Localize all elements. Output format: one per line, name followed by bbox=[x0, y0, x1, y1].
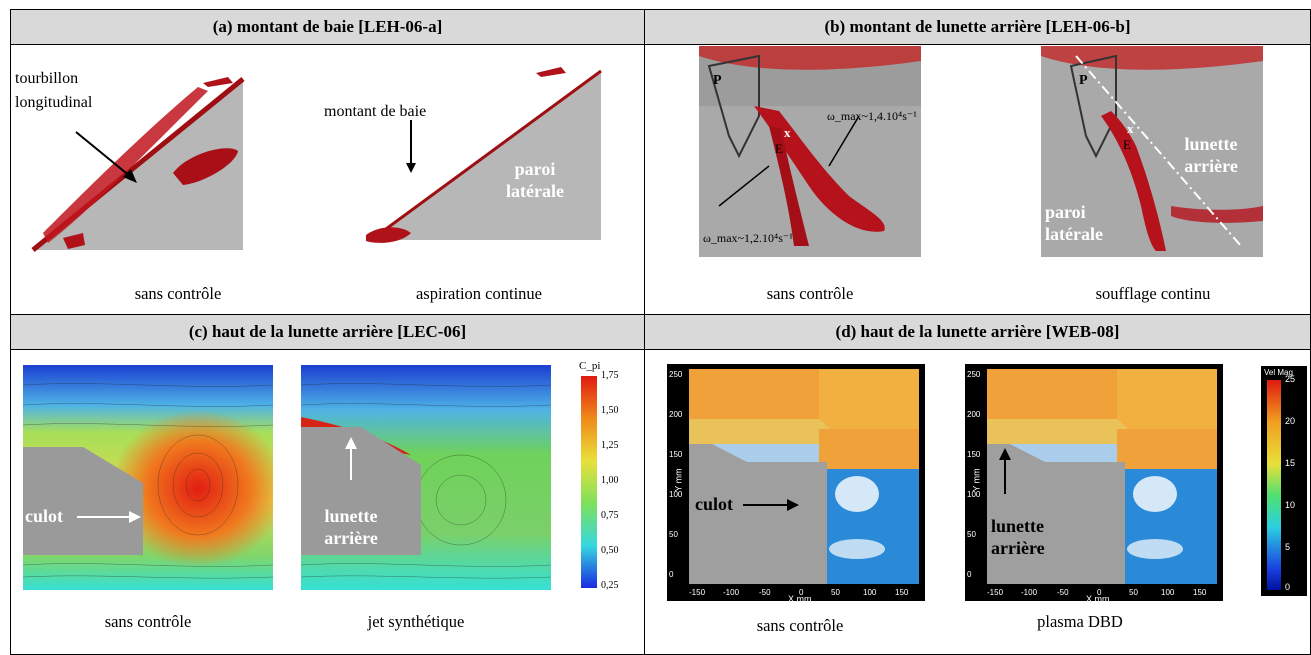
colorbar-title-d: Vel Mag bbox=[1264, 368, 1293, 377]
panel-c-header: (c) haut de la lunette arrière [LEC-06] bbox=[10, 314, 645, 350]
d-right-yaxis-label: Y mm bbox=[971, 468, 982, 492]
label-base-d: culot bbox=[695, 494, 733, 514]
label-P-left: P bbox=[713, 73, 722, 88]
arrow-vortex bbox=[75, 131, 137, 183]
panel-a-header: (a) montant de baie [LEH-06-a] bbox=[10, 9, 645, 45]
label-omega1: ω_max~1,4.10⁴s⁻¹ bbox=[827, 109, 917, 123]
panel-d-body: 250 200 150 100 50 0 Y mm -150 -100 -50 … bbox=[644, 349, 1311, 655]
panel-b-left-image bbox=[699, 46, 921, 257]
panel-b-header: (b) montant de lunette arrière [LEH-06-b… bbox=[644, 9, 1311, 45]
d-left-yticks: 250 200 150 100 50 0 bbox=[669, 370, 683, 579]
label-side-wall-b: paroi latérale bbox=[1045, 202, 1103, 244]
caption-a-right: aspiration continue bbox=[415, 284, 542, 303]
caption-a-left: sans contrôle bbox=[134, 284, 222, 303]
colorbar-c bbox=[581, 376, 597, 588]
d-left-xaxis-label: X mm bbox=[788, 594, 812, 604]
label-E-right: E bbox=[1123, 137, 1131, 152]
panel-c-right-flowfield bbox=[301, 365, 551, 590]
panel-a-body: tourbillon longitudinal montant de baie … bbox=[10, 44, 645, 315]
d-right-yticks: 250 200 150 100 50 0 bbox=[967, 370, 981, 579]
label-wall: paroi latérale bbox=[506, 159, 564, 201]
panel-a-left-image bbox=[31, 77, 245, 252]
arrow-base-d bbox=[743, 499, 799, 511]
panel-a-right-image bbox=[366, 67, 602, 243]
label-vortex: tourbillon longitudinal bbox=[15, 70, 93, 111]
panel-b-body: P E x ω_max~1,4.10⁴s⁻¹ ω_max~1,2.10⁴s⁻¹ … bbox=[644, 44, 1311, 315]
colorbar-d-ticks: 25 20 15 10 5 0 bbox=[1285, 374, 1296, 592]
caption-c-right: jet synthétique bbox=[367, 612, 465, 631]
panel-d-left-piv bbox=[667, 364, 925, 601]
label-pillar: montant de baie bbox=[324, 103, 427, 120]
caption-c-left: sans contrôle bbox=[104, 612, 192, 631]
panel-b-right-image bbox=[1041, 46, 1263, 257]
panel-d-header: (d) haut de la lunette arrière [WEB-08] bbox=[644, 314, 1311, 350]
arrow-base-c bbox=[77, 511, 141, 523]
panel-c-left-flowfield bbox=[23, 365, 273, 590]
label-X-left: x bbox=[784, 125, 791, 140]
label-rear-window-c: lunette arrière bbox=[324, 506, 378, 548]
panel-d-right-piv bbox=[965, 364, 1223, 601]
label-rear-window-b: lunette arrière bbox=[1184, 134, 1238, 176]
caption-b-right: soufflage continu bbox=[1095, 284, 1211, 303]
panel-c-body: culot bbox=[10, 349, 645, 655]
d-right-xaxis-label: X mm bbox=[1086, 594, 1110, 604]
colorbar-d bbox=[1267, 380, 1281, 590]
colorbar-c-ticks: 1,75 1,50 1,25 1,00 0,75 0,50 0,25 bbox=[601, 370, 619, 591]
caption-b-left: sans contrôle bbox=[766, 284, 854, 303]
d-left-yaxis-label: Y mm bbox=[673, 468, 684, 492]
colorbar-title-c: C_pi bbox=[579, 360, 601, 372]
label-omega2: ω_max~1,2.10⁴s⁻¹ bbox=[703, 231, 793, 245]
label-rear-window-d: lunette arrière bbox=[991, 516, 1045, 558]
label-base-c: culot bbox=[25, 506, 63, 526]
caption-d-left: sans contrôle bbox=[756, 616, 844, 635]
label-X-right: x bbox=[1127, 121, 1134, 136]
label-E-left: E bbox=[775, 141, 783, 156]
label-P-right: P bbox=[1079, 73, 1088, 88]
caption-d-right: plasma DBD bbox=[1037, 612, 1123, 631]
